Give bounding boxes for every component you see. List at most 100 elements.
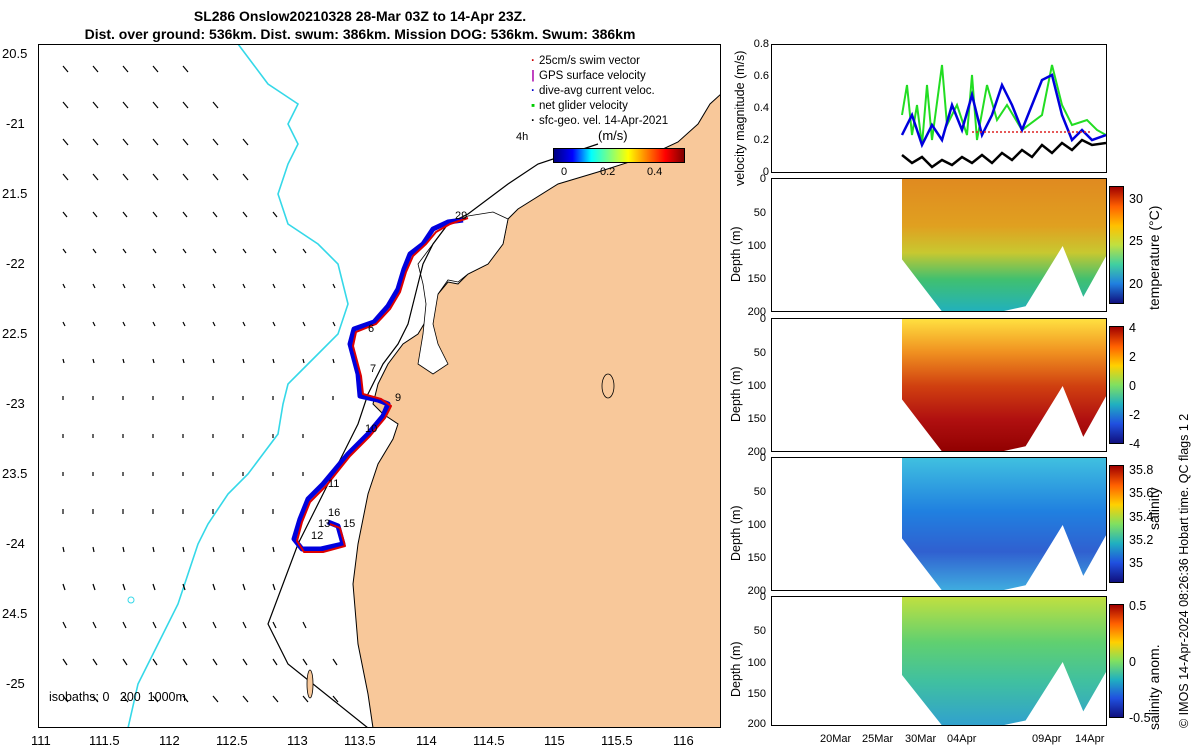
lat-tick: -23 (6, 396, 25, 411)
legend-entry: | GPS surface velocity (531, 70, 646, 82)
temp-anomaly-tick: 0 (1129, 379, 1136, 393)
colorbar-tick: 0 (561, 166, 568, 178)
salinity-tick: 35.2 (1129, 533, 1154, 547)
temp-anomaly-tick: 2 (1129, 350, 1136, 364)
temp-anomaly-section (771, 318, 1107, 452)
velocity-ytick: 0.4 (753, 102, 769, 114)
speed-colorbar (553, 148, 685, 163)
salinity-colorbar (1109, 465, 1124, 583)
velocity-ytick: 0.6 (753, 70, 769, 82)
depth-tick: 200 (747, 585, 766, 597)
day-label: 6 (368, 323, 375, 335)
date-tick: 20Mar (820, 733, 852, 745)
salinity-anomaly-label: salinity anom. (1146, 644, 1162, 730)
temperature-colorbar (1109, 186, 1124, 304)
lat-tick: 23.5 (2, 466, 28, 481)
depth-tick: 50 (753, 625, 766, 637)
velocity-panel (771, 44, 1107, 173)
surface-velocity-field (62, 65, 339, 703)
date-tick: 14Apr (1075, 733, 1105, 745)
colorbar-tick: 0.2 (600, 166, 616, 178)
temperature-tick: 20 (1129, 277, 1143, 291)
salinity-tick: 35 (1129, 556, 1143, 570)
date-tick: 25Mar (862, 733, 894, 745)
day-label: 4h (516, 131, 529, 143)
imos-credit: © IMOS 14-Apr-2024 08:26:36 Hobart time.… (1177, 413, 1191, 728)
land-area (352, 93, 721, 728)
lat-tick: 22.5 (2, 326, 28, 341)
legend-entry: · dive-avg current veloc. (531, 85, 655, 97)
depth-tick: 100 (747, 519, 766, 531)
day-label: 16 (328, 507, 341, 519)
lon-tick: 113.5 (344, 733, 376, 748)
depth-tick: 100 (747, 380, 766, 392)
lon-tick: 115 (544, 733, 565, 748)
depth-tick: 150 (747, 552, 766, 564)
temp-anomaly-colorbar (1109, 326, 1124, 444)
legend-entry: · sfc-geo. vel. 14-Apr-2021 (531, 115, 669, 127)
depth-tick: 150 (747, 413, 766, 425)
day-label: 12 (311, 530, 324, 542)
lat-tick: -22 (6, 256, 25, 271)
depth-tick: 0 (759, 173, 766, 185)
depth-axis-label: Depth (m) (729, 641, 743, 697)
depth-tick: 0 (759, 452, 766, 464)
salinity-tick: 35.4 (1129, 510, 1154, 524)
map-legend: · 25cm/s swim vector | GPS surface velocit… (527, 54, 668, 129)
velocity-ytick: 0 (762, 166, 769, 178)
temp-anomaly-tick: -4 (1129, 437, 1141, 451)
lon-tick: 114 (416, 733, 437, 748)
day-label: 11 (328, 478, 340, 490)
lat-tick: -25 (6, 676, 25, 691)
map-canvas (38, 44, 721, 728)
lon-tick: 112 (159, 733, 180, 748)
day-label: 10 (365, 423, 378, 435)
salinity-section (771, 457, 1107, 591)
depth-tick: 50 (753, 207, 766, 219)
temp-anomaly-tick: -2 (1129, 408, 1141, 422)
salinity-tick: 35.6 (1129, 486, 1154, 500)
salinity-anomaly-tick: -0.5 (1129, 711, 1151, 725)
salinity-anomaly-tick: 0 (1129, 655, 1136, 669)
salinity-anomaly-section (771, 596, 1107, 726)
temp-anomaly-tick: 4 (1129, 321, 1136, 335)
colorbar-tick: 0.4 (647, 166, 663, 178)
depth-axis-label: Depth (m) (729, 505, 743, 561)
isobaths-label: isobaths: 0 200 1000m (49, 690, 186, 704)
temperature-tick: 25 (1129, 234, 1143, 248)
depth-tick: 200 (747, 718, 766, 730)
colorbar-label: (m/s) (598, 128, 628, 143)
legend-entry: ▪ net glider velocity (530, 100, 628, 112)
map-title-line1: SL286 Onslow20210328 28-Mar 03Z to 14-Ap… (193, 8, 527, 24)
lat-tick: -24 (6, 536, 25, 551)
salinity-anomaly-tick: 0.5 (1129, 599, 1147, 613)
lat-tick: 24.5 (2, 606, 28, 621)
lat-tick: 21.5 (2, 186, 28, 201)
day-label: 13 (318, 518, 331, 530)
depth-tick: 100 (747, 240, 766, 252)
lon-tick: 116 (673, 733, 694, 748)
temperature-section (771, 178, 1107, 312)
depth-tick: 200 (747, 306, 766, 318)
lat-tick: 20.5 (2, 46, 28, 61)
date-tick: 09Apr (1032, 733, 1062, 745)
day-label: 9 (395, 392, 402, 404)
lat-tick: -21 (6, 116, 25, 131)
temperature-tick: 30 (1129, 192, 1143, 206)
lon-tick: 112.5 (216, 733, 248, 748)
depth-tick: 50 (753, 486, 766, 498)
depth-tick: 100 (747, 657, 766, 669)
lon-tick: 111 (31, 733, 51, 748)
salinity-label: salinity (1146, 487, 1162, 530)
day-label: 15 (343, 518, 356, 530)
date-tick: 30Mar (905, 733, 937, 745)
legend-entry: · 25cm/s swim vector (531, 55, 640, 67)
day-label: 7 (370, 363, 377, 375)
depth-axis-label: Depth (m) (729, 366, 743, 422)
day-label: 29 (455, 210, 468, 222)
depth-tick: 200 (747, 446, 766, 458)
isobath-1000 (127, 44, 349, 728)
date-tick: 04Apr (947, 733, 977, 745)
velocity-ytick: 0.8 (753, 38, 769, 50)
lon-tick: 111.5 (89, 733, 120, 748)
